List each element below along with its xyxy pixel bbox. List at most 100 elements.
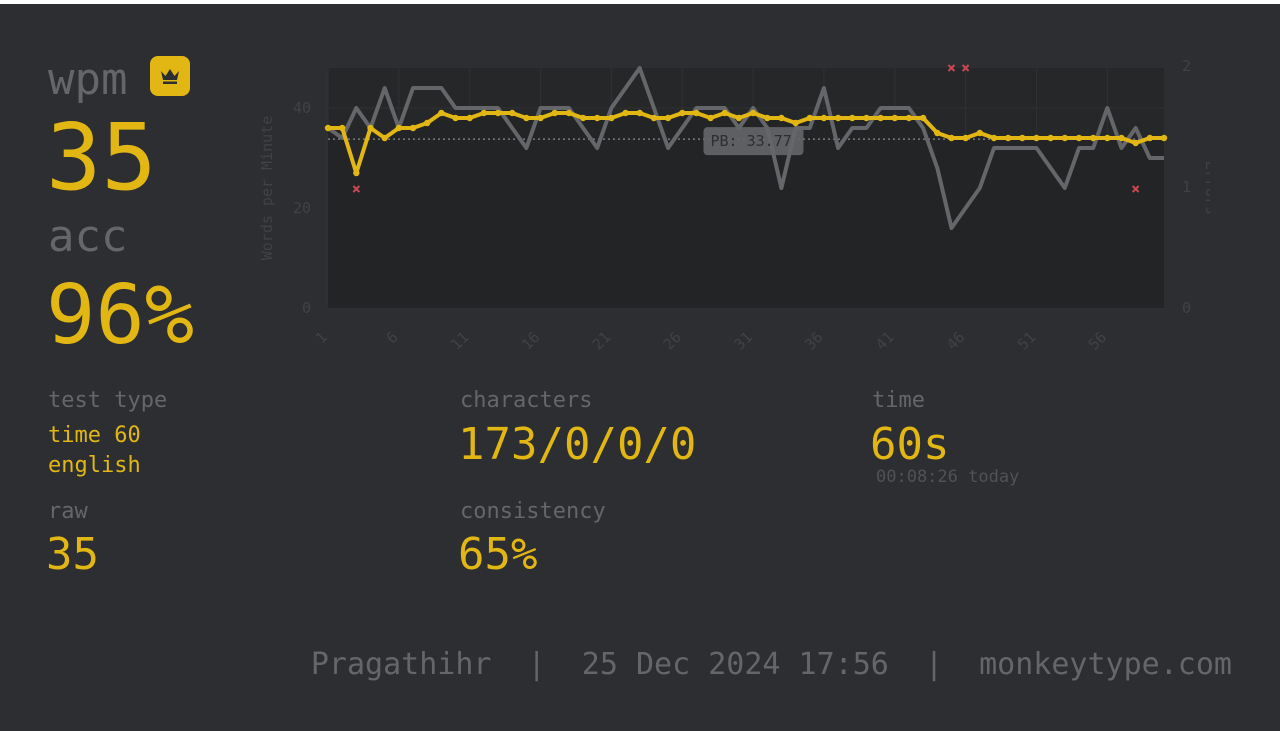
y-tick-label: 20 [293, 199, 311, 217]
wpm-point [1089, 134, 1097, 142]
wpm-point [1075, 134, 1083, 142]
wpm-point [948, 134, 955, 142]
error-mark-stroke [947, 64, 956, 72]
wpm-point [792, 119, 799, 127]
consistency-label: consistency [460, 499, 606, 524]
footer-username: Pragathihr [310, 647, 492, 682]
wpm-point [381, 134, 388, 142]
wpm-point [480, 109, 488, 117]
wpm-point [1132, 139, 1139, 147]
raw-label: raw [48, 499, 88, 524]
wpm-point [1118, 134, 1125, 142]
wpm-point [749, 109, 757, 117]
wpm-point [1033, 134, 1040, 142]
y-tick-label: 0 [302, 299, 311, 317]
wpm-point [409, 124, 417, 132]
wpm-point [707, 114, 714, 122]
wpm-points [324, 109, 1168, 177]
wpm-point [693, 109, 700, 117]
wpm-value: 35 [46, 104, 157, 211]
error-mark [352, 185, 361, 193]
x-tick-label: 51 [1014, 328, 1040, 354]
error-mark [947, 64, 956, 72]
top-border [0, 0, 1280, 4]
wpm-point [891, 114, 898, 122]
y-axis-label: Words per Minute [258, 116, 276, 261]
wpm-area-fill [328, 113, 1164, 308]
wpm-point [919, 114, 927, 122]
wpm-point [863, 114, 870, 122]
pb-tooltip-bg [703, 127, 804, 156]
footer-site[interactable]: monkeytype.com [979, 647, 1232, 682]
x-tick-label: 21 [589, 328, 615, 354]
time-value: 60s [870, 419, 950, 470]
y2-tick-label: 0 [1182, 299, 1191, 317]
x-axis-ticks: 1 6 11 16 21 26 31 36 41 46 51 56 [312, 328, 1110, 354]
wpm-point [622, 109, 629, 117]
consistency-value: 65% [458, 529, 538, 580]
error-mark-stroke [352, 185, 361, 193]
wpm-point [438, 109, 445, 117]
wpm-point [466, 114, 473, 122]
wpm-point [537, 114, 544, 122]
wpm-point [324, 124, 332, 132]
wpm-point [551, 109, 558, 117]
raw-series-line [326, 66, 1164, 230]
error-mark-stroke [961, 64, 970, 72]
wpm-point [1004, 134, 1012, 142]
x-tick-label: 41 [872, 328, 898, 354]
wpm-point [962, 134, 969, 142]
error-mark-stroke [1131, 185, 1140, 193]
y2-axis-label: Errors [1202, 161, 1210, 215]
wpm-point [650, 114, 658, 122]
time-today: 00:08:26 today [876, 467, 1020, 487]
wpm-point [976, 129, 983, 137]
x-tick-label: 31 [730, 328, 756, 354]
footer: Pragathihr | 25 Dec 2024 17:56 | monkeyt… [311, 645, 1232, 685]
y-tick-label: 40 [293, 99, 311, 117]
wpm-point [353, 169, 360, 177]
test-type-mode: time 60 [48, 423, 141, 448]
wpm-point [1019, 134, 1026, 142]
y-axis-ticks: 0 20 40 [293, 99, 311, 317]
wpm-point [509, 109, 516, 117]
wpm-point [523, 114, 530, 122]
wpm-point [664, 114, 672, 122]
error-mark [961, 64, 970, 72]
wpm-point [565, 109, 573, 117]
x-tick-label: 26 [660, 328, 686, 354]
test-type-label: test type [48, 388, 168, 413]
raw-value: 35 [46, 529, 99, 580]
wpm-point [990, 134, 998, 142]
error-mark [1131, 185, 1140, 193]
wpm-point [452, 114, 459, 122]
wpm-point [1047, 134, 1054, 142]
x-tick-label: 1 [312, 328, 331, 347]
y2-tick-label: 1 [1182, 178, 1191, 196]
acc-label: acc [48, 211, 128, 262]
personal-best-badge [150, 56, 190, 96]
wpm-point [721, 109, 728, 117]
wpm-point [834, 114, 842, 122]
footer-separator: | [527, 647, 546, 682]
x-tick-label: 56 [1085, 328, 1111, 354]
wpm-point [1061, 134, 1069, 142]
crown-icon [161, 69, 179, 84]
wpm-point [1146, 134, 1154, 142]
wpm-point [778, 114, 785, 122]
wpm-point [608, 114, 615, 122]
wpm-point [338, 124, 346, 132]
wpm-point [636, 109, 643, 117]
error-marks [352, 64, 1140, 193]
wpm-point [1104, 134, 1111, 142]
y2-axis-ticks: 0 1 2 [1182, 57, 1191, 317]
wpm-point [934, 129, 941, 137]
x-tick-label: 46 [943, 328, 969, 354]
wpm-point [423, 119, 431, 127]
wpm-point [594, 114, 601, 122]
x-tick-label: 16 [518, 328, 544, 354]
wpm-point [849, 114, 856, 122]
footer-datetime: 25 Dec 2024 17:56 [581, 647, 889, 682]
pb-tooltip-label: PB: 33.77 [710, 132, 791, 150]
